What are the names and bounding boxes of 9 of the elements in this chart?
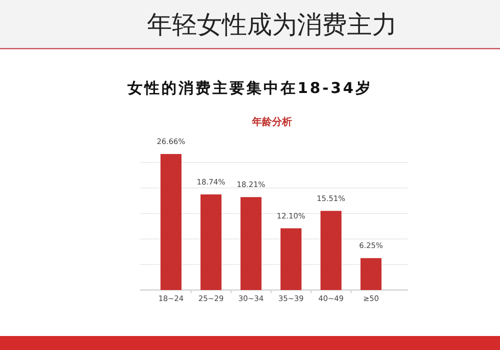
bar: [160, 154, 182, 290]
text: 年龄分析: [251, 116, 292, 128]
bar: [240, 197, 262, 290]
chart-title: 年轻女性成为消费主力: [147, 10, 397, 39]
chart-subtitle: 女性的消费主要集中在18-34岁: [126, 79, 372, 97]
bar: [280, 228, 302, 290]
bar: [360, 258, 382, 290]
bar: [320, 210, 342, 290]
bar: [200, 194, 222, 290]
